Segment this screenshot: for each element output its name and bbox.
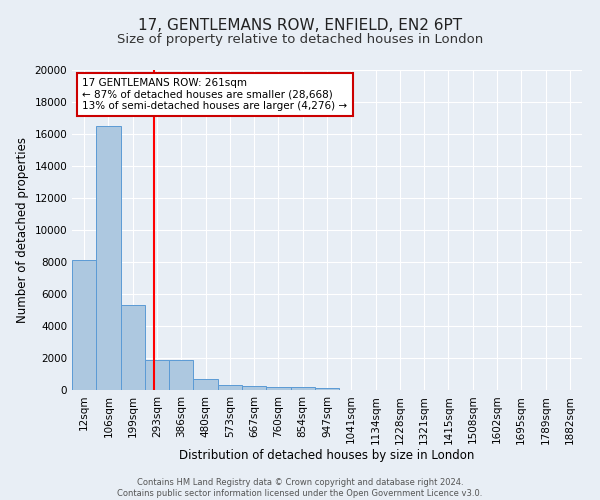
Bar xyxy=(121,305,145,390)
Text: Contains HM Land Registry data © Crown copyright and database right 2024.
Contai: Contains HM Land Registry data © Crown c… xyxy=(118,478,482,498)
Y-axis label: Number of detached properties: Number of detached properties xyxy=(16,137,29,323)
Bar xyxy=(242,386,266,390)
Text: 17 GENTLEMANS ROW: 261sqm
← 87% of detached houses are smaller (28,668)
13% of s: 17 GENTLEMANS ROW: 261sqm ← 87% of detac… xyxy=(82,78,347,111)
X-axis label: Distribution of detached houses by size in London: Distribution of detached houses by size … xyxy=(179,449,475,462)
Bar xyxy=(96,126,121,390)
Bar xyxy=(72,260,96,390)
Bar xyxy=(315,388,339,390)
Bar xyxy=(266,387,290,390)
Text: 17, GENTLEMANS ROW, ENFIELD, EN2 6PT: 17, GENTLEMANS ROW, ENFIELD, EN2 6PT xyxy=(138,18,462,32)
Text: Size of property relative to detached houses in London: Size of property relative to detached ho… xyxy=(117,32,483,46)
Bar xyxy=(145,360,169,390)
Bar xyxy=(169,360,193,390)
Bar xyxy=(218,385,242,390)
Bar xyxy=(193,379,218,390)
Bar xyxy=(290,387,315,390)
